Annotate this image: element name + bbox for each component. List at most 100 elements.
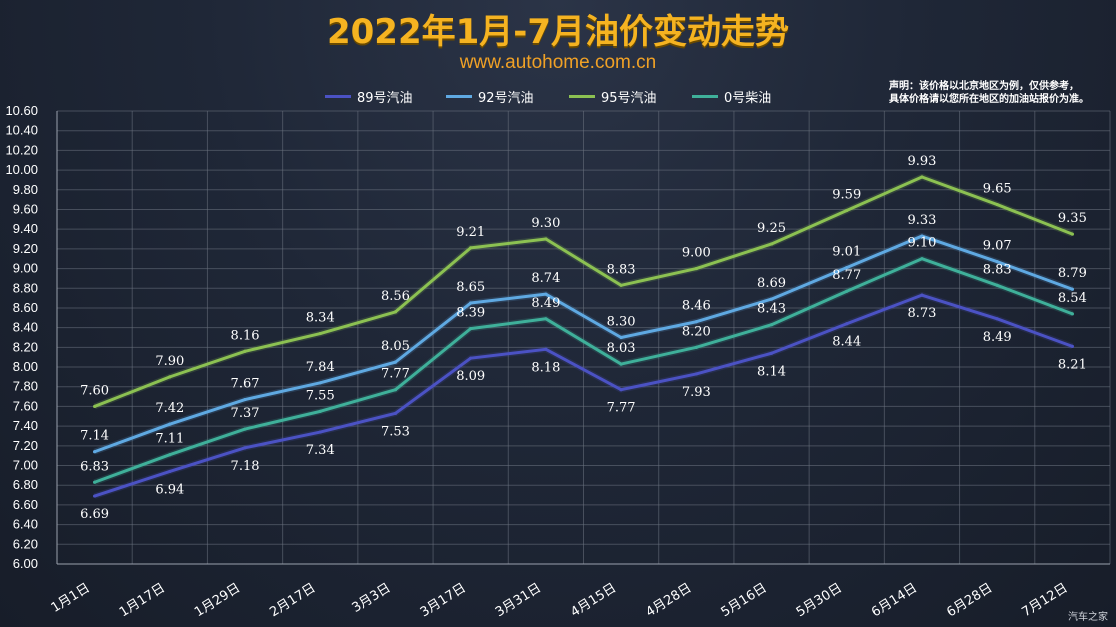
data-label-89: 6.69 bbox=[80, 507, 109, 522]
data-point-0 bbox=[694, 345, 698, 349]
data-point-0 bbox=[168, 453, 172, 457]
legend-label-95: 95号汽油 bbox=[601, 90, 657, 106]
data-label-95: 9.25 bbox=[757, 221, 786, 236]
data-label-92: 7.42 bbox=[155, 401, 184, 416]
y-tick-label: 10.40 bbox=[5, 123, 38, 138]
data-label-95: 8.34 bbox=[306, 311, 335, 326]
data-point-0 bbox=[544, 317, 548, 321]
data-label-0: 7.11 bbox=[155, 432, 184, 447]
data-point-92 bbox=[393, 360, 398, 364]
data-label-0: 8.43 bbox=[757, 302, 786, 317]
data-point-89 bbox=[769, 351, 774, 355]
data-label-0: 7.55 bbox=[306, 388, 335, 403]
chart-title: 2022年1月-7月油价变动走势 bbox=[326, 12, 790, 52]
legend-swatch-0 bbox=[692, 94, 718, 98]
data-label-89: 8.44 bbox=[832, 335, 861, 350]
series-line-92 bbox=[94, 234, 1073, 454]
y-tick-label: 6.40 bbox=[13, 517, 38, 532]
legend-label-89: 89号汽油 bbox=[357, 90, 413, 106]
data-point-0 bbox=[995, 283, 999, 287]
data-point-89 bbox=[393, 411, 398, 415]
data-label-89: 7.77 bbox=[607, 401, 636, 416]
data-label-95: 9.00 bbox=[682, 246, 711, 261]
data-label-0: 8.49 bbox=[531, 296, 560, 311]
data-label-89: 8.09 bbox=[456, 369, 485, 384]
y-tick-label: 9.40 bbox=[13, 221, 38, 236]
data-label-92: 8.05 bbox=[381, 339, 410, 354]
legend-item-89: 89号汽油 bbox=[325, 87, 413, 106]
data-point-92 bbox=[1070, 287, 1074, 291]
data-point-92 bbox=[619, 335, 623, 340]
data-label-92: 8.79 bbox=[1058, 266, 1087, 281]
watermark-text: 汽车之家 bbox=[1068, 612, 1108, 623]
data-point-89 bbox=[845, 322, 849, 326]
data-label-92: 8.30 bbox=[607, 315, 636, 330]
y-tick-label: 7.80 bbox=[13, 379, 38, 394]
data-label-0: 6.83 bbox=[80, 459, 109, 474]
data-point-92 bbox=[694, 320, 698, 324]
data-point-95 bbox=[769, 242, 774, 246]
x-tick-label: 3月31日 bbox=[493, 581, 544, 621]
data-label-92: 7.14 bbox=[80, 429, 109, 444]
data-label-95: 9.65 bbox=[983, 182, 1012, 197]
data-label-0: 7.37 bbox=[231, 406, 260, 421]
x-tick-label: 2月17日 bbox=[267, 581, 318, 621]
data-point-0 bbox=[243, 427, 247, 431]
data-label-89: 8.18 bbox=[531, 360, 560, 375]
data-label-0: 8.20 bbox=[682, 324, 711, 339]
data-label-95: 9.93 bbox=[907, 154, 936, 169]
data-point-89 bbox=[920, 293, 924, 297]
data-label-95: 9.21 bbox=[456, 225, 485, 240]
legend-item-92: 92号汽油 bbox=[446, 87, 534, 106]
data-point-95 bbox=[93, 404, 97, 409]
series-line-0 bbox=[94, 257, 1073, 484]
x-tick-label: 4月15日 bbox=[568, 581, 619, 621]
y-tick-label: 10.00 bbox=[5, 162, 38, 177]
data-point-95 bbox=[168, 375, 172, 379]
data-label-95: 8.83 bbox=[607, 262, 636, 277]
data-point-89 bbox=[619, 388, 623, 392]
data-point-95 bbox=[995, 202, 999, 207]
y-tick-label: 7.00 bbox=[13, 458, 38, 473]
data-label-0: 8.39 bbox=[456, 306, 485, 321]
x-tick-label: 6月28日 bbox=[944, 581, 995, 621]
x-tick-label: 3月3日 bbox=[350, 581, 394, 616]
data-point-92 bbox=[845, 265, 849, 270]
data-label-0: 8.77 bbox=[832, 268, 861, 283]
x-tick-label: 5月16日 bbox=[719, 581, 770, 621]
data-point-95 bbox=[619, 283, 623, 287]
x-tick-label: 5月30日 bbox=[794, 581, 845, 621]
y-tick-label: 6.60 bbox=[13, 497, 38, 512]
data-label-89: 6.94 bbox=[155, 482, 184, 497]
data-point-92 bbox=[318, 381, 322, 385]
data-point-0 bbox=[619, 362, 623, 366]
data-point-89 bbox=[544, 347, 548, 351]
data-point-89 bbox=[243, 446, 247, 450]
data-label-95: 8.56 bbox=[381, 289, 410, 304]
data-label-89: 7.34 bbox=[306, 443, 335, 458]
data-point-0 bbox=[845, 289, 849, 293]
data-point-0 bbox=[318, 409, 322, 413]
chart-subtitle-url: www.autohome.com.cn bbox=[459, 52, 657, 73]
data-label-92: 9.33 bbox=[907, 213, 936, 228]
x-tick-label: 7月12日 bbox=[1019, 581, 1070, 621]
data-point-92 bbox=[243, 397, 247, 402]
data-label-92: 8.46 bbox=[682, 299, 711, 314]
x-tick-label: 1月29日 bbox=[192, 581, 243, 621]
data-point-0 bbox=[393, 388, 398, 392]
data-label-89: 7.18 bbox=[231, 459, 260, 474]
data-point-89 bbox=[168, 469, 172, 474]
data-point-0 bbox=[93, 480, 97, 484]
y-tick-label: 6.00 bbox=[13, 556, 38, 571]
data-point-92 bbox=[93, 450, 97, 454]
y-tick-label: 9.20 bbox=[13, 241, 38, 256]
x-tick-label: 1月1日 bbox=[49, 581, 93, 616]
data-label-95: 9.35 bbox=[1058, 211, 1087, 226]
y-tick-label: 6.80 bbox=[13, 477, 38, 492]
x-tick-label: 1月17日 bbox=[117, 581, 168, 621]
data-point-92 bbox=[769, 297, 774, 301]
data-point-95 bbox=[243, 349, 247, 353]
y-tick-label: 8.80 bbox=[13, 280, 38, 295]
y-tick-label: 9.60 bbox=[13, 201, 38, 216]
data-point-95 bbox=[544, 237, 548, 241]
